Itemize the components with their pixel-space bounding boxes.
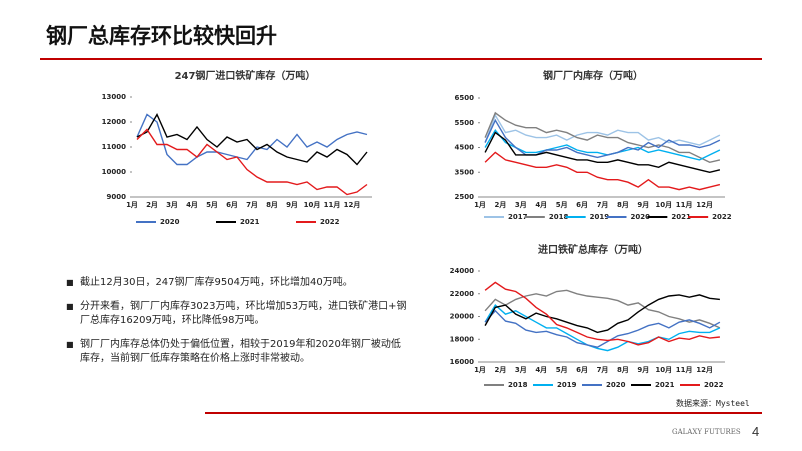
y-tick-label: 24000: [450, 267, 474, 275]
x-tick-label: 12月: [344, 201, 361, 209]
series-line: [484, 281, 720, 346]
x-tick-label: 1月: [474, 366, 486, 374]
series-line: [484, 309, 721, 348]
y-tick-label: 11000: [102, 143, 126, 151]
legend-label: 2022: [320, 218, 340, 226]
series-line: [484, 111, 721, 164]
slide-title: 钢厂总库存环比较快回升: [46, 24, 277, 48]
x-tick-label: 12月: [696, 366, 713, 374]
y-tick-label: 3500: [455, 168, 475, 176]
bullet: 截止12月30日，247钢厂库存9504万吨，环比增加40万吨。: [66, 276, 410, 290]
x-tick-label: 9月: [286, 201, 298, 209]
x-tick-label: 9月: [637, 201, 649, 209]
x-tick-label: 9月: [637, 366, 649, 374]
chart-title: 钢厂厂内库存（万吨）: [543, 69, 643, 82]
source: 数据来源：Mysteel: [676, 399, 750, 408]
legend-label: 2017: [508, 213, 528, 221]
series-line: [484, 304, 721, 352]
x-tick-label: 10月: [655, 201, 672, 209]
legend-label: 2020: [606, 381, 626, 389]
x-tick-label: 11月: [324, 201, 341, 209]
legend-label: 2021: [671, 213, 691, 221]
legend-label: 2021: [240, 218, 260, 226]
y-tick-label: 20000: [450, 313, 474, 321]
y-tick-label: 13000: [102, 93, 126, 101]
x-tick-label: 6月: [576, 201, 588, 209]
x-tick-label: 4月: [186, 201, 198, 209]
series-line: [136, 112, 368, 166]
x-tick-label: 6月: [576, 366, 588, 374]
x-tick-label: 5月: [556, 366, 568, 374]
y-tick-label: 22000: [450, 290, 474, 298]
legend-label: 2022: [704, 381, 724, 389]
x-tick-label: 8月: [617, 366, 629, 374]
legend-label: 2021: [655, 381, 675, 389]
legend-label: 2018: [508, 381, 528, 389]
legend-label: 2019: [557, 381, 577, 389]
series-line: [484, 131, 721, 174]
x-tick-label: 6月: [226, 201, 238, 209]
legend-label: 2022: [712, 213, 732, 221]
x-tick-label: 1月: [126, 201, 138, 209]
x-tick-label: 2月: [494, 366, 506, 374]
x-tick-label: 5月: [556, 201, 568, 209]
chart-title: 进口铁矿总库存（万吨）: [538, 243, 648, 256]
footer-rule: [205, 412, 762, 414]
y-tick-label: 2500: [455, 193, 475, 201]
x-tick-label: 3月: [515, 201, 527, 209]
legend-label: 2020: [631, 213, 651, 221]
y-tick-label: 9000: [107, 193, 127, 201]
y-tick-label: 4500: [455, 144, 475, 152]
series-line: [136, 113, 368, 166]
x-tick-label: 10月: [304, 201, 321, 209]
x-tick-label: 4月: [535, 201, 547, 209]
x-tick-label: 10月: [655, 366, 672, 374]
footer-brand: GALAXY FUTURES: [672, 428, 741, 436]
y-tick-label: 6500: [455, 94, 475, 102]
bullet: 钢厂厂内库存总体仍处于偏低位置，相较于2019年和2020年钢厂被动低库存，当前…: [66, 338, 410, 366]
x-tick-label: 7月: [597, 366, 609, 374]
x-tick-label: 2月: [494, 201, 506, 209]
x-tick-label: 4月: [535, 366, 547, 374]
bullet: 分开来看，钢厂厂内库存3023万吨，环比增加53万吨，进口铁矿港口+钢厂总库存1…: [66, 300, 410, 328]
title-rule: [40, 58, 762, 60]
series-line: [484, 294, 720, 334]
chart-title: 247钢厂进口铁矿库存（万吨）: [175, 69, 316, 82]
x-tick-label: 3月: [515, 366, 527, 374]
x-tick-label: 2月: [146, 201, 158, 209]
x-tick-label: 3月: [166, 201, 178, 209]
page-number: 4: [752, 424, 760, 439]
x-tick-label: 11月: [676, 201, 693, 209]
legend-label: 2018: [549, 213, 569, 221]
series-line: [484, 118, 721, 159]
x-tick-label: 1月: [474, 201, 486, 209]
series-line: [136, 128, 368, 196]
y-tick-label: 16000: [450, 358, 474, 366]
x-tick-label: 8月: [266, 201, 278, 209]
x-tick-label: 7月: [246, 201, 258, 209]
series-line: [484, 151, 721, 191]
y-tick-label: 10000: [102, 168, 126, 176]
legend-label: 2019: [590, 213, 610, 221]
series-line: [484, 128, 721, 161]
x-tick-label: 7月: [597, 201, 609, 209]
legend-label: 2020: [160, 218, 180, 226]
y-tick-label: 12000: [102, 118, 126, 126]
x-tick-label: 8月: [617, 201, 629, 209]
y-tick-label: 5500: [455, 119, 475, 127]
x-tick-label: 11月: [676, 366, 693, 374]
series-line: [484, 113, 721, 146]
x-tick-label: 5月: [206, 201, 218, 209]
x-tick-label: 12月: [696, 201, 713, 209]
y-tick-label: 18000: [450, 335, 474, 343]
